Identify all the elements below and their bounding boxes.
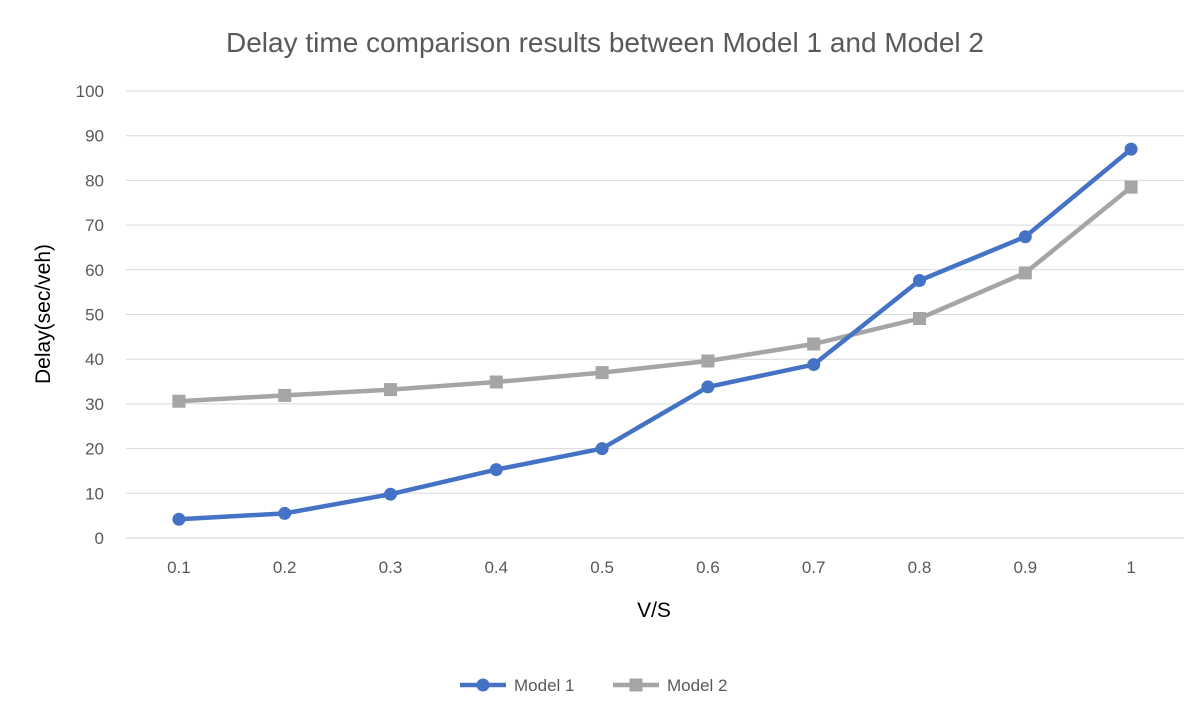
data-point xyxy=(384,383,397,397)
y-tick-label: 40 xyxy=(85,350,104,369)
y-axis-ticks: 0 10 20 30 40 50 60 70 80 90 100 xyxy=(76,82,104,548)
data-point xyxy=(1018,266,1032,280)
data-point xyxy=(595,366,609,380)
y-tick-label: 30 xyxy=(85,395,104,414)
y-axis-title: Delay(sec/veh) xyxy=(32,244,55,384)
data-point xyxy=(172,394,186,408)
x-tick-label: 1 xyxy=(1126,558,1135,577)
data-point xyxy=(1018,230,1032,244)
data-point xyxy=(913,274,926,288)
x-axis-ticks: 0.1 0.2 0.3 0.4 0.5 0.6 0.7 0.8 0.9 1 xyxy=(167,558,1136,577)
legend-label: Model 1 xyxy=(514,676,574,695)
legend-item-model-2: Model 2 xyxy=(613,676,727,695)
data-point xyxy=(489,375,503,389)
x-tick-label: 0.7 xyxy=(802,558,826,577)
y-tick-label: 50 xyxy=(85,306,104,325)
series-layer xyxy=(172,142,1138,526)
series-model-1 xyxy=(172,142,1138,526)
gridlines xyxy=(126,90,1184,539)
legend-item-model-1: Model 1 xyxy=(460,676,574,695)
data-point xyxy=(1124,180,1138,194)
y-tick-label: 0 xyxy=(95,529,104,548)
legend-marker xyxy=(476,678,490,692)
data-point xyxy=(701,354,715,368)
x-tick-label: 0.4 xyxy=(484,558,508,577)
data-point xyxy=(172,512,186,526)
data-point xyxy=(384,487,397,501)
y-tick-label: 20 xyxy=(85,440,104,459)
y-tick-label: 10 xyxy=(85,484,104,503)
x-tick-label: 0.2 xyxy=(273,558,297,577)
y-tick-label: 100 xyxy=(76,82,104,101)
legend: Model 1 Model 2 xyxy=(460,676,727,695)
y-tick-label: 90 xyxy=(85,127,104,146)
x-tick-label: 0.8 xyxy=(908,558,932,577)
x-tick-label: 0.3 xyxy=(379,558,403,577)
x-tick-label: 0.1 xyxy=(167,558,191,577)
x-tick-label: 0.5 xyxy=(590,558,614,577)
data-point xyxy=(807,358,821,372)
x-axis-title: V/S xyxy=(637,599,671,622)
data-point xyxy=(1124,142,1138,156)
data-point xyxy=(913,312,926,326)
x-tick-label: 0.6 xyxy=(696,558,720,577)
data-point xyxy=(701,380,715,394)
y-tick-label: 80 xyxy=(85,171,104,190)
legend-label: Model 2 xyxy=(667,676,727,695)
data-point xyxy=(278,388,292,402)
data-point xyxy=(807,337,821,351)
y-tick-label: 70 xyxy=(85,216,104,235)
data-point xyxy=(278,506,292,520)
y-tick-label: 60 xyxy=(85,261,104,280)
x-tick-label: 0.9 xyxy=(1013,558,1037,577)
data-point xyxy=(489,463,503,477)
series-line xyxy=(176,184,1134,404)
chart-title: Delay time comparison results between Mo… xyxy=(226,27,984,58)
legend-marker xyxy=(629,678,643,692)
series-line xyxy=(176,146,1134,522)
data-point xyxy=(595,442,609,456)
series-model-2 xyxy=(172,180,1138,408)
